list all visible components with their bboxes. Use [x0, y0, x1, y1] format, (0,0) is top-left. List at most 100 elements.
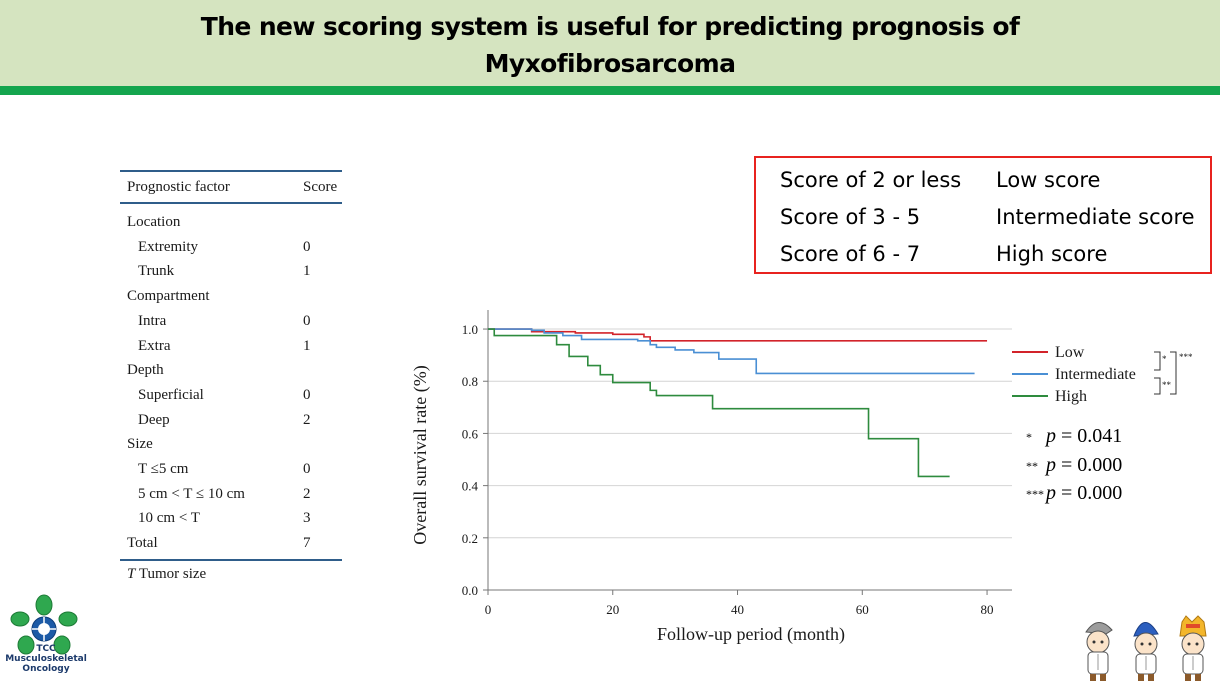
p-value-text: = 0.000: [1056, 454, 1123, 476]
table-row: Extremity 0: [120, 239, 342, 263]
table-row: Trunk 1: [120, 263, 342, 287]
table-top-rule: [120, 170, 342, 172]
factor-label: Size: [127, 436, 153, 453]
comparison-brackets: ******: [1154, 351, 1193, 395]
logo-text: TCC Musculoskeletal Oncology: [0, 644, 92, 674]
x-tick-label: 80: [981, 602, 994, 617]
factor-label: Trunk: [138, 263, 175, 280]
score-range: Score of 2 or less: [780, 168, 962, 192]
p-value-stars: *: [1026, 429, 1032, 444]
bracket-intermediate-high: [1154, 377, 1161, 395]
table-row: 5 cm < T ≤ 10 cm 2: [120, 486, 342, 510]
table-bottom-rule: [120, 559, 342, 561]
score-range: Score of 3 - 5: [780, 205, 921, 229]
bracket-star: *: [1162, 354, 1167, 364]
factor-label: Superficial: [138, 386, 204, 403]
series-line-high: [488, 328, 950, 478]
factor-score: 0: [303, 312, 311, 329]
x-tick-label: 20: [606, 602, 619, 617]
factor-score: 1: [303, 263, 311, 280]
logo-line3: Oncology: [22, 664, 70, 674]
legend-label: Low: [1055, 344, 1085, 361]
series-line-low: [488, 328, 988, 342]
y-tick-label: 1.0: [462, 322, 478, 337]
factor-score: 0: [303, 461, 311, 477]
chart-axes: [483, 310, 1012, 595]
factor-label: Total: [127, 535, 158, 552]
table-header-rule: [120, 202, 342, 204]
header-accent-bar: [0, 86, 1220, 95]
mascot-bird-icon: [1085, 622, 1113, 681]
table-row: Depth: [120, 362, 342, 386]
legend-label: High: [1055, 388, 1087, 405]
y-tick-label: 0.2: [462, 531, 478, 546]
y-axis-label: Overall survival rate (%): [410, 365, 431, 544]
factor-label: 10 cm < T: [138, 510, 200, 527]
slide-title: The new scoring system is useful for pre…: [0, 8, 1220, 82]
mascot-blue-hat-icon: [1133, 622, 1159, 681]
p-value-text: = 0.000: [1056, 482, 1123, 504]
table-row: Location: [120, 214, 342, 238]
table-row: Superficial 0: [120, 387, 342, 411]
p-value-stars: **: [1026, 458, 1038, 473]
table-row: Total 7: [120, 535, 342, 559]
factor-score: 2: [303, 411, 311, 428]
factor-score: 0: [303, 238, 311, 255]
footnote-text: Tumor size: [135, 566, 207, 582]
mascot-characters-icon: [1085, 615, 1207, 681]
chart-legend: Low Intermediate High: [1012, 344, 1136, 405]
chart-series: [488, 328, 988, 478]
p-value-stars: ***: [1026, 486, 1044, 501]
tcc-logo-icon: [10, 594, 78, 655]
x-tick-label: 0: [485, 602, 492, 617]
factor-label: Intra: [138, 312, 167, 329]
bracket-low-intermediate: [1154, 351, 1161, 371]
mascot-crown-icon: [1179, 615, 1207, 681]
factor-score: 3: [303, 510, 311, 527]
x-axis-label: Follow-up period (month): [657, 624, 845, 645]
factor-score: 0: [303, 386, 311, 403]
factor-label: Deep: [138, 411, 170, 428]
bracket-low-high: [1170, 351, 1177, 395]
score-category-row: Score of 2 or less Low score: [780, 168, 1210, 198]
table-row: 10 cm < T 3: [120, 510, 342, 534]
table-row: Intra 0: [120, 313, 342, 337]
logo-line2: Musculoskeletal: [5, 654, 87, 664]
factor-score: 1: [303, 337, 311, 354]
factor-score: 7: [303, 535, 311, 552]
y-tick-label: 0.8: [462, 374, 478, 389]
footnote-symbol: T: [127, 566, 136, 582]
table-header-row: Prognostic factor Score: [120, 179, 342, 203]
legend-label: Intermediate: [1055, 366, 1136, 383]
y-tick-label: 0.0: [462, 583, 478, 598]
factor-label: Extremity: [138, 238, 198, 255]
column-header-score: Score: [303, 179, 338, 195]
score-range: Score of 6 - 7: [780, 242, 921, 266]
logo-line1: TCC: [36, 644, 56, 654]
score-category-row: Score of 6 - 7 High score: [780, 242, 1210, 272]
column-header-factor: Prognostic factor: [127, 179, 230, 195]
header-banner: [0, 0, 1220, 86]
chart-gridlines: [488, 328, 1012, 591]
factor-label: Depth: [127, 362, 164, 379]
factor-label: Compartment: [127, 288, 210, 305]
factor-label: 5 cm < T ≤ 10 cm: [138, 485, 245, 502]
p-value-symbol: p: [1046, 425, 1056, 447]
p-value-row: *** p = 0.000: [1026, 482, 1122, 510]
p-value-symbol: p: [1046, 454, 1056, 476]
score-category: Intermediate score: [996, 205, 1195, 229]
score-category: Low score: [996, 168, 1101, 192]
score-category-row: Score of 3 - 5 Intermediate score: [780, 205, 1210, 235]
x-tick-label: 40: [731, 602, 744, 617]
table-row: Compartment: [120, 288, 342, 312]
chart-tick-labels: 0.0 0.2 0.4 0.6 0.8 1.0 0 20 40 60 80: [462, 322, 994, 617]
p-value-row: ** p = 0.000: [1026, 454, 1122, 482]
factor-label: Extra: [138, 337, 171, 354]
table-footnote: T Tumor size: [127, 566, 206, 583]
score-category: High score: [996, 242, 1108, 266]
table-row: Extra 1: [120, 338, 342, 362]
x-tick-label: 60: [856, 602, 869, 617]
factor-label: Location: [127, 214, 181, 230]
p-value-symbol: p: [1046, 482, 1056, 504]
series-line-intermediate: [488, 328, 975, 375]
